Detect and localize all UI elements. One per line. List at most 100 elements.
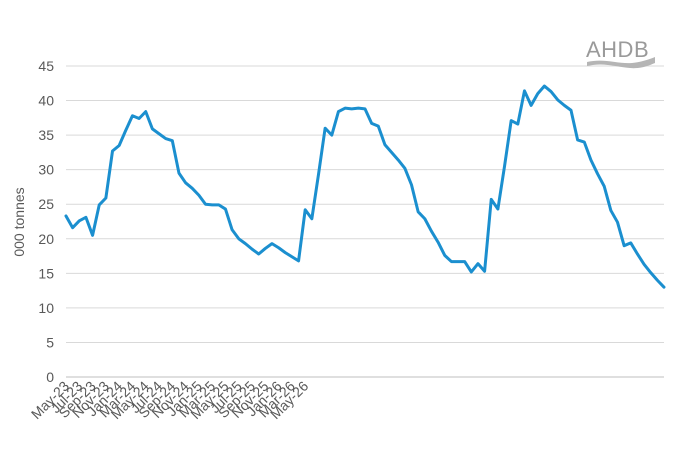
data-point [563,104,566,107]
data-point [191,187,194,190]
data-point [490,198,493,201]
data-point [476,262,479,265]
data-point [224,208,227,211]
data-point [364,107,367,110]
data-point [556,98,559,101]
data-point [403,167,406,170]
data-point [543,85,546,88]
data-point [423,217,426,220]
data-point [383,143,386,146]
series-layer [64,84,666,289]
data-point [290,255,293,258]
data-point [370,122,373,125]
data-point [390,151,393,154]
data-point [304,208,307,211]
data-point [330,134,333,137]
data-point [158,132,161,135]
gridlines [66,65,664,378]
data-point [164,137,167,140]
data-point [357,107,360,110]
data-point [609,209,612,212]
data-point [483,270,486,273]
data-point [138,117,141,120]
data-point [324,127,327,130]
ahdb-logo: AHDB [586,37,655,69]
data-point [204,203,207,206]
data-point [450,260,453,263]
data-point [496,208,499,211]
data-point [91,234,94,237]
data-point [284,251,287,254]
data-point [65,214,68,217]
data-point [251,248,254,251]
data-point [171,139,174,142]
data-point [569,109,572,112]
y-tick-label: 25 [38,196,54,212]
data-point [257,252,260,255]
data-point [71,226,74,229]
data-point [410,183,413,186]
y-tick-label: 35 [38,127,54,143]
logo-text: AHDB [586,37,649,62]
data-point [264,247,267,250]
data-point [337,110,340,113]
data-point [78,219,81,222]
data-point [583,141,586,144]
y-tick-label: 15 [38,265,54,281]
data-point [616,221,619,224]
data-point [629,241,632,244]
data-point [516,123,519,126]
data-point [397,158,400,161]
data-point [350,107,353,110]
data-point [596,172,599,175]
data-point [111,150,114,153]
data-point [443,254,446,257]
data-point [636,252,639,255]
data-point [317,173,320,176]
data-point [104,197,107,200]
data-point [231,228,234,231]
data-point [124,129,127,132]
data-point [437,241,440,244]
data-point [530,104,533,107]
y-tick-label: 45 [38,58,54,74]
data-point [603,185,606,188]
data-point [244,242,247,245]
data-point [417,210,420,213]
logo-wave-icon [587,57,655,69]
y-axis-title: 000 tonnes [11,187,27,256]
data-point [589,158,592,161]
x-axis-ticks: May-23Jul-23Sep-23Nov-23Jan-24Mar-24May-… [28,378,312,422]
y-tick-label: 20 [38,231,54,247]
data-point [523,89,526,92]
data-point [510,119,513,122]
data-point [470,270,473,273]
data-point [84,216,87,219]
data-point [177,172,180,175]
y-tick-label: 0 [46,369,54,385]
y-tick-label: 40 [38,93,54,109]
data-point [131,114,134,117]
data-point [344,107,347,110]
data-point [536,92,539,95]
data-point [457,260,460,263]
y-tick-label: 5 [46,334,54,350]
data-point [656,279,659,282]
data-point [184,181,187,184]
data-point [217,203,220,206]
data-point [98,203,101,206]
data-point [297,259,300,262]
data-point [576,138,579,141]
data-point [503,165,506,168]
data-point [197,194,200,197]
data-point [550,90,553,93]
series-line [64,84,666,289]
data-point [643,263,646,266]
data-point [211,203,214,206]
y-tick-label: 30 [38,162,54,178]
data-point [237,237,240,240]
data-point [430,230,433,233]
data-point [151,127,154,130]
y-axis-ticks: 0 5 10 15 20 25 30 35 40 45 [38,58,54,385]
